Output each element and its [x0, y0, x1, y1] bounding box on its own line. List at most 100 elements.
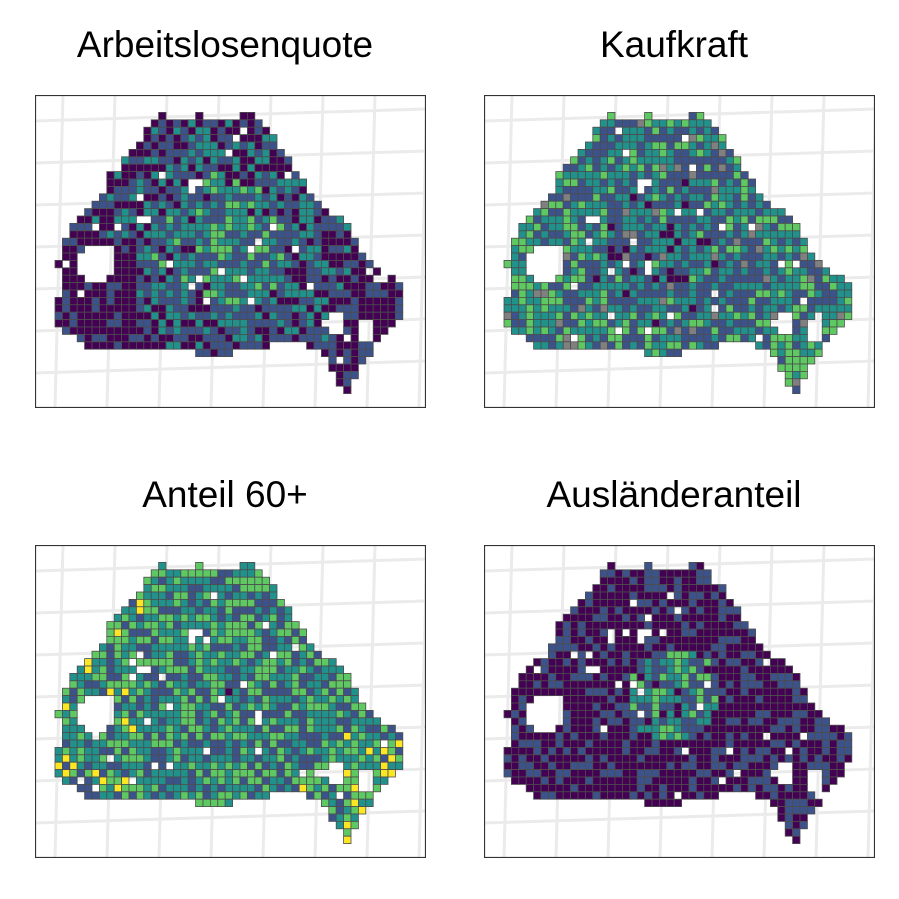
grid-cell — [814, 739, 823, 748]
grid-cell — [261, 141, 270, 150]
grid-cell — [254, 584, 263, 593]
grid-cell — [747, 333, 757, 343]
grid-cell — [681, 326, 690, 335]
grid-cell — [673, 245, 682, 254]
grid-cell — [254, 304, 263, 313]
grid-cell — [269, 636, 278, 645]
grid-cell — [143, 296, 152, 306]
grid-cell — [755, 252, 764, 261]
grid-cell — [150, 584, 159, 593]
grid-cell — [187, 304, 196, 313]
grid-cell — [769, 267, 779, 276]
grid-cell — [784, 378, 794, 387]
grid-cell — [335, 702, 345, 711]
grid-cell — [777, 304, 786, 313]
grid-cell — [328, 304, 337, 313]
grid-cell — [202, 252, 211, 261]
grid-cell — [673, 149, 682, 158]
grid-cell — [209, 134, 219, 143]
grid-cell — [172, 274, 182, 283]
grid-cell — [555, 237, 564, 246]
grid-cell — [106, 304, 115, 313]
grid-cell — [91, 658, 100, 667]
grid-cell — [128, 769, 137, 778]
grid-cell — [666, 650, 675, 659]
grid-cell — [599, 296, 608, 306]
grid-cell — [695, 186, 705, 195]
grid-cell — [202, 333, 211, 343]
grid-cell — [165, 717, 174, 726]
grid-cell — [562, 680, 571, 689]
grid-cell — [232, 252, 241, 261]
grid-cell — [673, 761, 682, 770]
grid-cell — [533, 776, 542, 785]
grid-cell — [673, 695, 682, 704]
grid-cell — [128, 237, 137, 246]
grid-cell — [246, 111, 256, 121]
grid-cell — [54, 311, 63, 320]
grid-cell — [703, 119, 712, 128]
grid-cell — [165, 156, 174, 165]
grid-cell — [343, 274, 352, 283]
grid-cell — [84, 665, 93, 674]
grid-cell — [747, 208, 757, 217]
grid-cell — [261, 274, 270, 283]
grid-cell — [577, 237, 586, 246]
grid-cell — [562, 208, 571, 217]
grid-cell — [195, 311, 204, 320]
grid-cell — [792, 237, 801, 246]
grid-cell — [718, 599, 727, 608]
grid-cell — [128, 267, 137, 276]
grid-cell — [165, 687, 174, 696]
grid-cell — [740, 628, 749, 637]
grid-cell — [291, 267, 300, 276]
grid-cell — [755, 695, 764, 704]
grid-cell — [718, 333, 727, 343]
grid-cell — [128, 746, 137, 756]
grid-cell — [320, 783, 330, 793]
grid-cell — [136, 791, 145, 800]
grid-cell — [91, 341, 100, 350]
grid-cell — [113, 709, 122, 719]
grid-cell — [69, 326, 78, 335]
grid-cell — [599, 709, 608, 719]
grid-cell — [246, 252, 256, 261]
grid-cell — [747, 274, 757, 283]
grid-cell — [195, 208, 204, 217]
grid-cell — [335, 680, 345, 689]
grid-cell — [261, 636, 270, 645]
grid-cell — [658, 739, 668, 748]
grid-cell — [209, 658, 219, 667]
grid-cell — [636, 237, 645, 246]
grid-cell — [239, 576, 248, 586]
grid-cell — [380, 319, 389, 328]
grid-cell — [718, 717, 727, 726]
grid-cell — [621, 665, 631, 674]
grid-cell — [562, 717, 571, 726]
grid-cell — [328, 348, 337, 357]
grid-cell — [165, 724, 174, 733]
grid-cell — [357, 356, 367, 365]
grid-cell — [261, 680, 270, 689]
grid-cell — [357, 296, 367, 306]
grid-cell — [755, 739, 764, 748]
grid-cell — [585, 746, 594, 756]
grid-cell — [350, 259, 359, 269]
grid-cell — [380, 289, 389, 298]
grid-cell — [128, 193, 137, 202]
grid-cell — [725, 695, 734, 704]
grid-cell — [313, 222, 322, 232]
grid-cell — [585, 613, 594, 622]
grid-cell — [562, 333, 571, 343]
grid-cell — [777, 709, 786, 719]
grid-cell — [121, 791, 130, 800]
grid-cell — [666, 636, 675, 645]
grid-cell — [570, 171, 579, 180]
grid-cell — [695, 621, 705, 630]
grid-cell — [740, 289, 749, 298]
grid-cell — [335, 798, 345, 807]
grid-cell — [150, 289, 159, 298]
grid-cell — [740, 754, 749, 763]
grid-cell — [54, 709, 63, 719]
grid-cell — [621, 163, 631, 172]
